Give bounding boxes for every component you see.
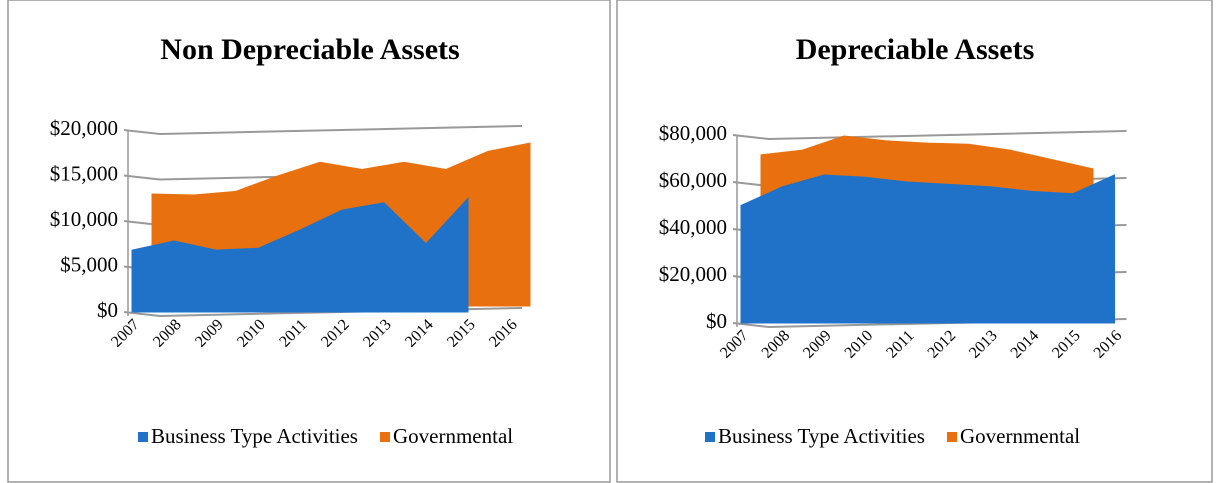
chart-title: Non Depreciable Assets bbox=[160, 33, 459, 66]
x-tick-label: 2015 bbox=[444, 316, 479, 351]
legend-swatch bbox=[138, 432, 148, 442]
x-tick-label: 2013 bbox=[360, 316, 395, 351]
x-tick-label: 2011 bbox=[883, 327, 917, 361]
x-tick-label: 2009 bbox=[192, 316, 227, 351]
x-tick-label: 2010 bbox=[842, 327, 877, 362]
x-tick-label: 2011 bbox=[276, 316, 310, 350]
panel-border bbox=[616, 0, 1213, 483]
panel-border bbox=[7, 0, 611, 483]
y-tick-label: $5,000 bbox=[60, 252, 118, 276]
y-tick-label: $20,000 bbox=[50, 116, 118, 140]
x-tick-label: 2016 bbox=[1091, 327, 1126, 362]
x-tick-label: 2010 bbox=[234, 316, 269, 351]
grid-line bbox=[732, 130, 1127, 141]
legend-label: Governmental bbox=[393, 424, 513, 448]
x-tick-label: 2013 bbox=[966, 327, 1001, 362]
x-tick-label: 2016 bbox=[486, 316, 521, 351]
grid-line bbox=[123, 125, 523, 136]
y-tick-label: $0 bbox=[706, 309, 727, 333]
legend-label: Governmental bbox=[960, 424, 1080, 448]
legend-swatch bbox=[946, 432, 957, 442]
chart-title: Depreciable Assets bbox=[796, 33, 1035, 66]
legend-label: Business Type Activities bbox=[718, 424, 925, 448]
x-tick-label: 2015 bbox=[1049, 327, 1084, 362]
legend-swatch bbox=[379, 432, 390, 442]
x-tick-label: 2009 bbox=[800, 327, 835, 362]
x-tick-label: 2012 bbox=[318, 316, 353, 351]
y-tick-label: $20,000 bbox=[659, 262, 727, 286]
x-tick-label: 2014 bbox=[402, 316, 437, 351]
y-tick-label: $40,000 bbox=[659, 215, 727, 239]
area bbox=[131, 196, 469, 313]
y-tick-label: $60,000 bbox=[659, 168, 727, 192]
area bbox=[740, 174, 1115, 324]
x-tick-label: 2008 bbox=[759, 327, 794, 362]
legend-swatch bbox=[705, 432, 715, 442]
x-tick-label: 2012 bbox=[925, 327, 960, 362]
y-tick-label: $0 bbox=[97, 298, 118, 322]
y-tick-label: $10,000 bbox=[50, 207, 118, 231]
y-tick-label: $80,000 bbox=[659, 121, 727, 145]
x-tick-label: 2008 bbox=[150, 316, 185, 351]
y-tick-label: $15,000 bbox=[50, 161, 118, 185]
legend-label: Business Type Activities bbox=[151, 424, 358, 448]
x-tick-label: 2014 bbox=[1008, 327, 1043, 362]
